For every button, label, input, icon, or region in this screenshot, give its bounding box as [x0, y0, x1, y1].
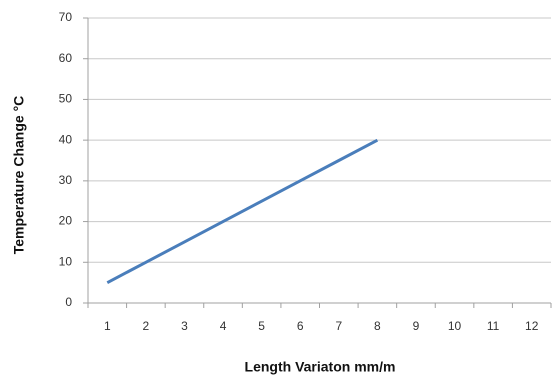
x-tick-label: 11	[487, 319, 500, 333]
x-tick-label: 4	[220, 319, 227, 333]
data-line	[106, 138, 379, 284]
x-tick-label: 6	[297, 319, 304, 333]
x-tick-label: 5	[258, 319, 265, 333]
y-tick-label: 0	[65, 295, 72, 309]
x-tick-label: 2	[143, 319, 150, 333]
x-axis-label: Length Variaton mm/m	[245, 359, 396, 375]
x-tick-label: 7	[335, 319, 342, 333]
x-tick-label: 12	[525, 319, 539, 333]
x-tick-label: 10	[448, 319, 462, 333]
y-tick-label: 40	[59, 132, 73, 146]
y-tick-label: 20	[59, 214, 73, 228]
x-tick-label: 8	[374, 319, 381, 333]
y-tick-label: 70	[59, 10, 73, 24]
y-tick-label: 10	[59, 254, 73, 268]
y-tick-label: 50	[59, 92, 73, 106]
y-axis-label: Temperature Change °C	[11, 96, 27, 255]
x-tick-label: 9	[413, 319, 420, 333]
y-tick-label: 60	[59, 51, 73, 65]
x-tick-label: 1	[104, 319, 111, 333]
x-tick-label: 3	[181, 319, 188, 333]
y-tick-label: 30	[59, 173, 73, 187]
